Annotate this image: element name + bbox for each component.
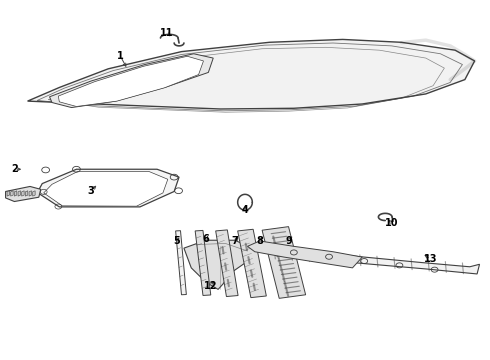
Text: 13: 13 <box>424 254 438 264</box>
Polygon shape <box>267 248 480 274</box>
Polygon shape <box>58 56 203 107</box>
Polygon shape <box>184 240 252 289</box>
Polygon shape <box>14 191 17 196</box>
Text: 1: 1 <box>117 51 124 61</box>
Text: 8: 8 <box>256 236 263 246</box>
Polygon shape <box>18 191 21 196</box>
Polygon shape <box>25 191 28 196</box>
Polygon shape <box>27 40 475 109</box>
Text: 12: 12 <box>204 281 218 291</box>
Polygon shape <box>22 191 24 196</box>
Text: 4: 4 <box>242 206 248 216</box>
Text: 7: 7 <box>232 236 239 246</box>
Text: 3: 3 <box>88 186 95 196</box>
Polygon shape <box>247 241 362 268</box>
Polygon shape <box>49 54 213 108</box>
Polygon shape <box>216 230 238 297</box>
Polygon shape <box>11 191 13 196</box>
Text: 11: 11 <box>160 28 173 38</box>
Text: 2: 2 <box>11 164 18 174</box>
Polygon shape <box>262 227 306 298</box>
Text: 6: 6 <box>202 234 209 244</box>
Polygon shape <box>195 230 211 296</box>
Text: 5: 5 <box>173 236 180 246</box>
Polygon shape <box>175 231 186 295</box>
Text: 9: 9 <box>286 236 293 246</box>
Polygon shape <box>238 229 267 298</box>
Text: 10: 10 <box>385 218 398 228</box>
Polygon shape <box>7 191 9 196</box>
Polygon shape <box>33 191 35 196</box>
Polygon shape <box>29 191 31 196</box>
Polygon shape <box>5 186 41 202</box>
Polygon shape <box>37 169 179 207</box>
Polygon shape <box>44 171 168 206</box>
